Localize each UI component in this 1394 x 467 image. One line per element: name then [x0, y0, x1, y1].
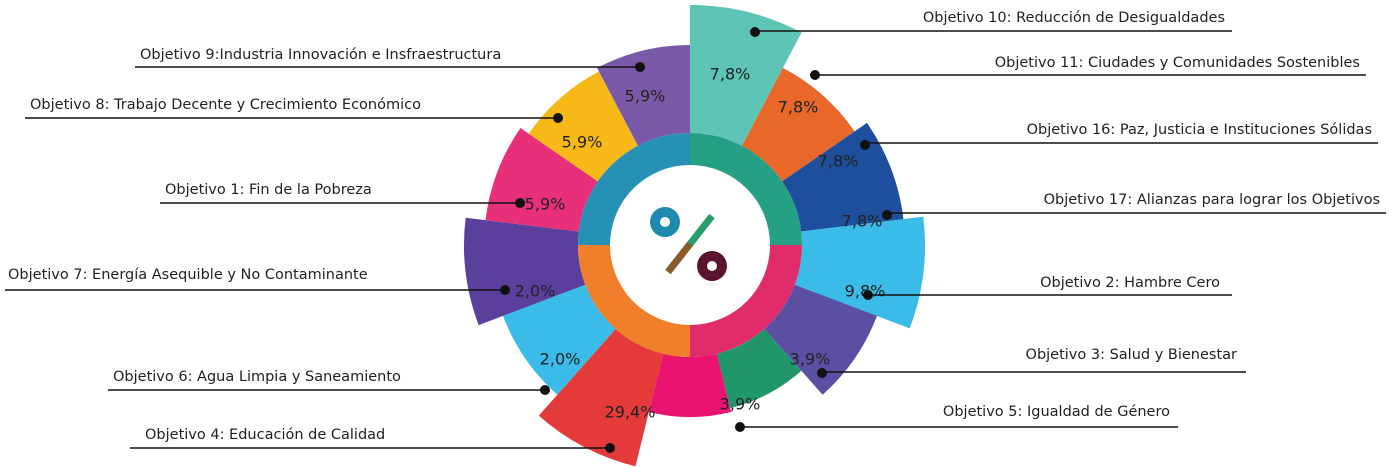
segment — [764, 284, 878, 395]
category-label: Objetivo 6: Agua Limpia y Saneamiento — [113, 369, 401, 385]
segment — [690, 5, 802, 146]
value-label: 5,9% — [562, 133, 603, 152]
leader-dot — [817, 368, 827, 378]
category-label: Objetivo 8: Trabajo Decente y Crecimient… — [30, 97, 421, 113]
category-label: Objetivo 2: Hambre Cero — [1040, 275, 1220, 291]
center-ring — [578, 133, 802, 357]
segment — [716, 328, 802, 409]
value-label: 5,9% — [525, 195, 566, 214]
value-label: 7,8% — [818, 152, 859, 171]
value-label: 3,9% — [790, 350, 831, 369]
segment — [485, 127, 598, 232]
leader-dot — [515, 198, 525, 208]
segment — [528, 71, 638, 182]
value-label: 7,8% — [842, 212, 883, 231]
segment — [648, 353, 732, 417]
segment — [782, 122, 904, 232]
leader-dot — [882, 210, 892, 220]
segments — [464, 5, 925, 467]
leader-dot — [553, 113, 563, 123]
percent-icon — [650, 207, 727, 281]
leader-dot — [500, 285, 510, 295]
value-label: 7,8% — [778, 98, 819, 117]
value-label: 5,9% — [625, 87, 666, 106]
labels: 7,8% Objetivo 10: Reducción de Desigualda… — [5, 10, 1386, 453]
category-label: Objetivo 1: Fin de la Pobreza — [165, 182, 372, 198]
segment — [464, 217, 586, 326]
leader-dot — [810, 70, 820, 80]
leader-dot — [605, 443, 615, 453]
leader-dot — [860, 140, 870, 150]
value-label: 7,8% — [710, 65, 751, 84]
category-label: Objetivo 3: Salud y Bienestar — [1026, 347, 1238, 363]
leader-dot — [735, 422, 745, 432]
value-label: 3,9% — [720, 395, 761, 414]
category-label: Objetivo 5: Igualdad de Género — [943, 404, 1170, 420]
category-label: Objetivo 9:Industria Innovación e Insfra… — [140, 47, 501, 63]
leader-dot — [750, 27, 760, 37]
leader-dot — [540, 385, 550, 395]
value-label: 2,0% — [540, 350, 581, 369]
segment — [538, 328, 664, 467]
value-label: 2,0% — [515, 282, 556, 301]
segment — [502, 284, 616, 395]
segment — [597, 45, 690, 146]
leader-dot — [635, 62, 645, 72]
category-label: Objetivo 4: Educación de Calidad — [145, 427, 385, 443]
category-label: Objetivo 11: Ciudades y Comunidades Sost… — [995, 55, 1360, 71]
category-label: Objetivo 17: Alianzas para lograr los Ob… — [1044, 192, 1380, 208]
segment — [742, 67, 855, 182]
value-label: 29,4% — [605, 403, 656, 422]
leader-dot — [863, 290, 873, 300]
category-label: Objetivo 16: Paz, Justicia e Institucion… — [1027, 122, 1372, 138]
segment — [794, 216, 925, 329]
category-label: Objetivo 10: Reducción de Desigualdades — [923, 10, 1225, 26]
category-label: Objetivo 7: Energía Asequible y No Conta… — [8, 267, 368, 283]
